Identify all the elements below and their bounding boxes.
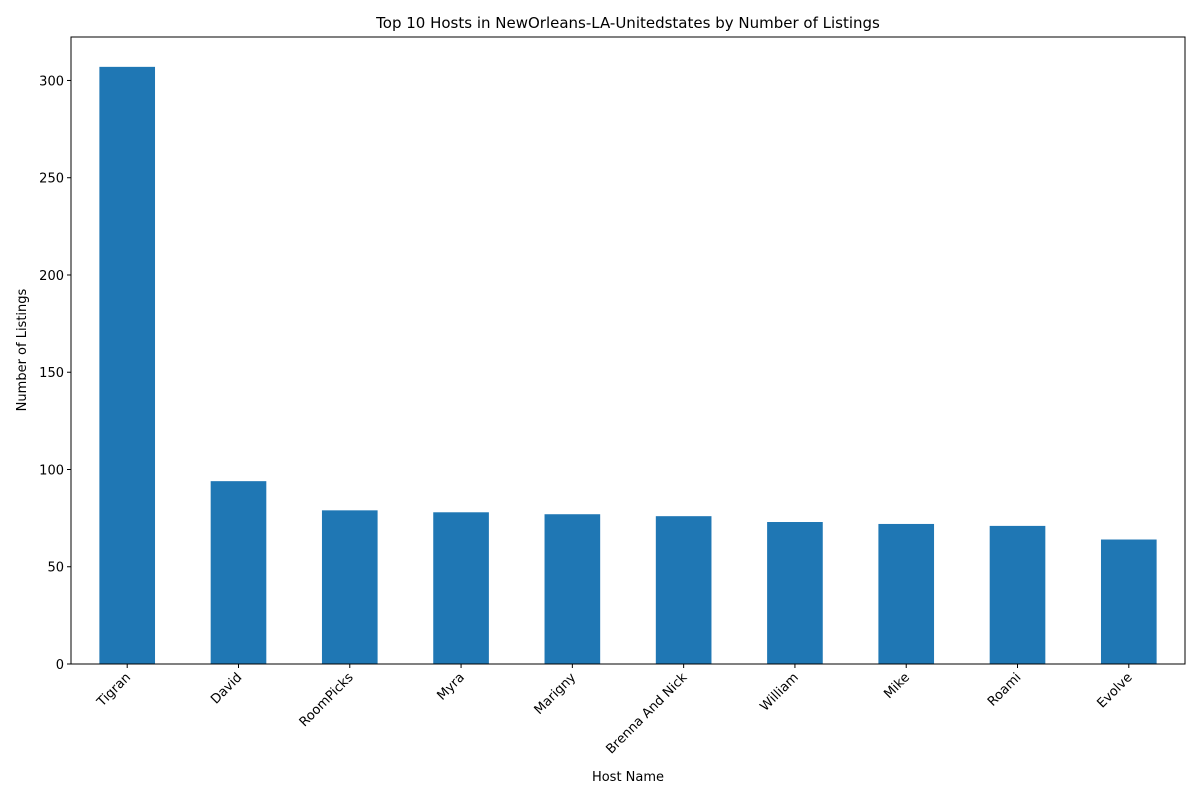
x-tick-label: David: [208, 670, 245, 707]
y-tick-label: 0: [56, 658, 64, 673]
x-tick-label: RoomPicks: [297, 670, 357, 730]
bar-myra: [433, 512, 489, 664]
y-tick-label: 100: [39, 463, 64, 478]
x-tick-label: Mike: [881, 670, 913, 702]
bar-tigran: [99, 66, 156, 665]
bar-david: [210, 481, 267, 664]
bar-roompicks: [321, 510, 378, 664]
y-axis: 0 50 100 150 200 250 300: [39, 74, 71, 673]
x-tick-label: Evolve: [1094, 670, 1135, 711]
x-tick-label: Brenna And Nick: [603, 670, 690, 757]
bar-mike: [878, 523, 935, 664]
y-tick-label: 150: [39, 366, 64, 381]
x-tick-label: William: [757, 670, 801, 714]
x-tick-label: Tigran: [94, 670, 134, 710]
chart-title: Top 10 Hosts in NewOrleans-LA-Unitedstat…: [375, 14, 880, 32]
plot-frame: [70, 36, 1186, 665]
x-tick-label: Myra: [434, 670, 467, 703]
bar-evolve: [1100, 539, 1157, 664]
bar-roami: [989, 525, 1046, 664]
x-tick-label: Marigny: [532, 670, 580, 718]
y-tick-label: 200: [39, 269, 64, 284]
bar-william: [767, 522, 823, 664]
bars-group: [99, 66, 1157, 665]
x-axis-label: Host Name: [592, 770, 664, 785]
bar-marigny: [544, 514, 601, 664]
y-tick-label: 250: [39, 172, 64, 187]
x-axis: Tigran David RoomPicks Myra Marigny Brenna An…: [94, 664, 1136, 757]
y-axis-label: Number of Listings: [15, 288, 30, 411]
x-tick-label: Roami: [985, 670, 1024, 709]
y-tick-label: 300: [39, 74, 64, 89]
bar-brenna-and-nick: [655, 516, 712, 664]
y-tick-label: 50: [47, 561, 64, 576]
